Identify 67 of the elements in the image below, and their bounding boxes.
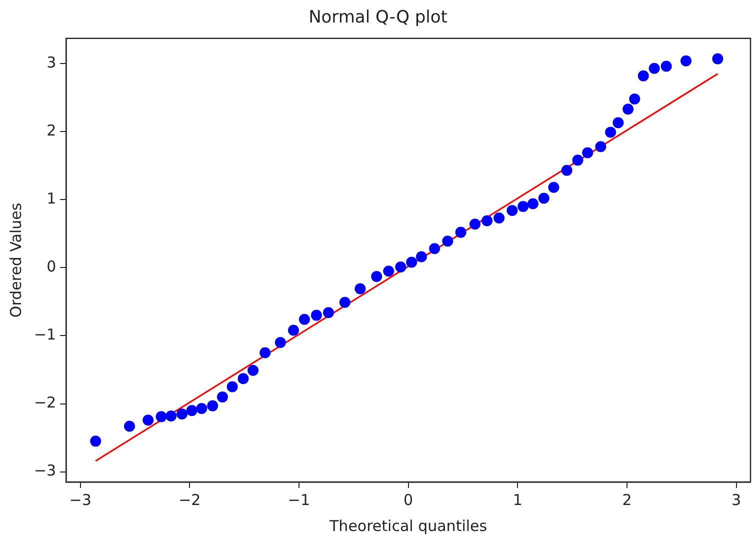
point (622, 104, 634, 115)
point (322, 307, 334, 318)
x-tick-label: −1 (288, 490, 310, 509)
point (186, 405, 198, 416)
y-tick-label: 1 (46, 190, 56, 208)
point (339, 296, 350, 308)
x-tick-label: −2 (178, 490, 201, 509)
point (354, 283, 366, 294)
point (612, 117, 624, 128)
point (156, 411, 167, 422)
point (383, 266, 394, 277)
point (561, 164, 572, 176)
point (629, 93, 640, 104)
x-tick-label: 0 (404, 490, 414, 509)
point (582, 147, 594, 158)
point (572, 154, 584, 166)
point (298, 314, 310, 325)
point (660, 60, 672, 72)
point (288, 324, 300, 336)
point (124, 420, 136, 432)
point (518, 200, 529, 212)
point (712, 53, 724, 64)
point (216, 391, 228, 402)
y-tick-label: −1 (34, 326, 56, 344)
point (680, 55, 692, 66)
y-tick-label: −3 (34, 462, 56, 480)
chart-title: Normal Q-Q plot (308, 8, 448, 28)
point (429, 243, 440, 254)
point (90, 436, 102, 447)
point (648, 62, 660, 74)
point (469, 218, 480, 230)
point (442, 236, 454, 247)
point (494, 212, 505, 224)
point (371, 271, 382, 282)
y-tick-label: 0 (46, 258, 56, 276)
x-axis-title: Theoretical quantiles (328, 516, 488, 535)
x-tick-label: 3 (732, 490, 742, 509)
point (310, 310, 322, 321)
x-tick-label: −3 (69, 490, 92, 509)
point (538, 192, 550, 204)
x-tick-label: 1 (512, 490, 522, 509)
point (274, 337, 286, 348)
point (548, 182, 560, 193)
point (595, 141, 606, 152)
y-tick-label: 3 (46, 53, 56, 72)
point (406, 256, 418, 268)
point (196, 403, 208, 414)
point (482, 215, 493, 226)
point (527, 198, 538, 210)
point (260, 347, 271, 358)
point (638, 70, 649, 82)
y-axis-title: Ordered Values (6, 202, 25, 318)
point (455, 226, 466, 238)
point (226, 381, 238, 392)
point (207, 400, 218, 412)
point (605, 126, 616, 138)
y-tick-label: −2 (34, 394, 56, 412)
point (248, 364, 259, 376)
x-tick-label: 2 (622, 490, 632, 509)
point (395, 262, 406, 273)
point (166, 410, 177, 422)
point (176, 408, 188, 420)
point (506, 205, 518, 216)
point (238, 373, 249, 384)
point (416, 251, 427, 262)
y-tick-label: 2 (46, 122, 56, 140)
point (142, 414, 154, 426)
